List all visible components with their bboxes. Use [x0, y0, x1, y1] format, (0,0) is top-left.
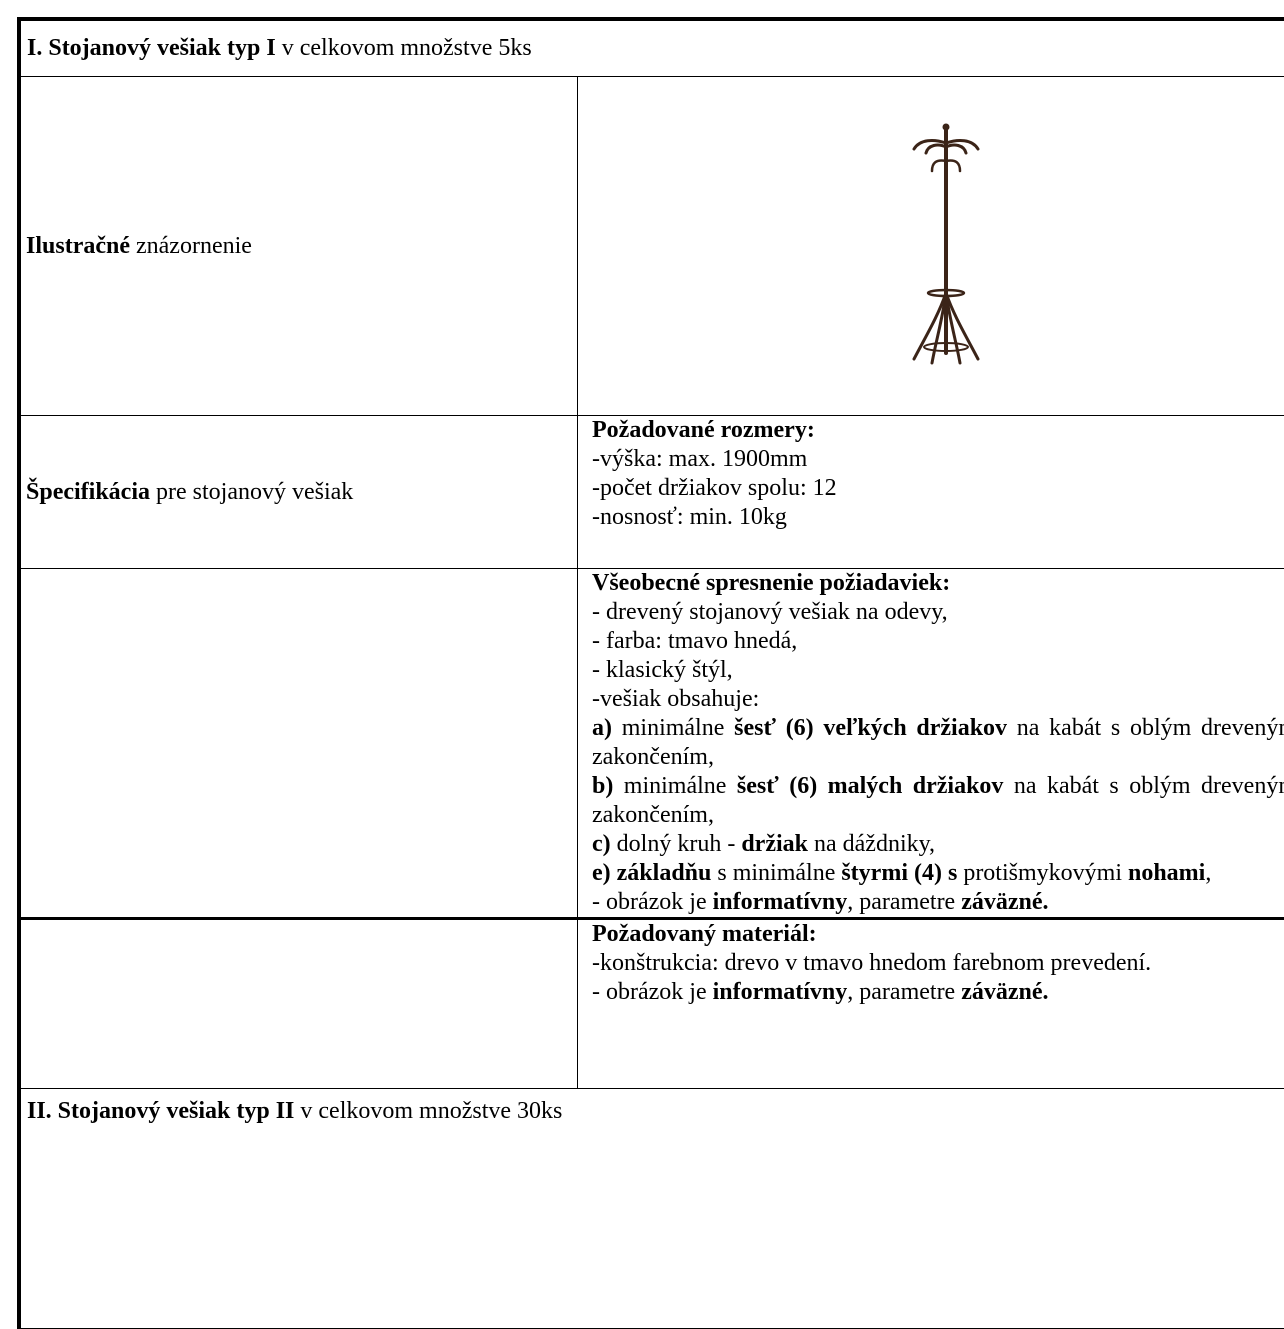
- paragraph: - farba: tmavo hnedá,: [592, 627, 1284, 656]
- page: I. Stojanový vešiak typ I v celkovom mno…: [0, 0, 1284, 1251]
- bold-text: nohami: [1128, 860, 1205, 886]
- paragraph: e) základňu s minimálne štyrmi (4) s pro…: [592, 859, 1284, 888]
- bold-text: c): [592, 831, 611, 857]
- bold-text: informatívny: [713, 979, 848, 1005]
- text: minimálne: [612, 715, 734, 741]
- label-cell: [21, 919, 578, 1089]
- label-cell: Ilustračné znázornenie: [21, 77, 578, 416]
- spec-row: Všeobecné spresnenie požiadaviek: - dreve…: [21, 569, 1284, 919]
- text: - farba: tmavo hnedá,: [592, 628, 797, 654]
- image-cell: [578, 77, 1284, 416]
- text: -nosnosť: min. 10kg: [592, 504, 787, 530]
- bold-text: držiak: [741, 831, 808, 857]
- spec-row: Požadovaný materiál: -konštrukcia: drevo …: [21, 919, 1284, 1089]
- label-cell: [21, 569, 578, 919]
- bold-text: štyrmi (4) s: [841, 860, 957, 886]
- content-cell: Požadované rozmery: -výška: max. 1900mm -p…: [578, 416, 1284, 569]
- paragraph: - klasický štýl,: [592, 656, 1284, 685]
- text: , parametre: [847, 889, 961, 915]
- table-body: I. Stojanový vešiak typ I v celkovom mno…: [21, 21, 1284, 1329]
- content-cell: Všeobecné spresnenie požiadaviek: - dreve…: [578, 569, 1284, 919]
- bold-text: záväzné.: [961, 889, 1048, 915]
- content-cell: Požadovaný materiál: -konštrukcia: drevo …: [578, 919, 1284, 1089]
- paragraph: -výška: max. 1900mm: [592, 445, 1284, 474]
- bold-text: II. Stojanový vešiak typ II: [27, 1098, 294, 1124]
- coat-rack-image: [906, 121, 986, 371]
- text: -konštrukcia: drevo v tmavo hnedom fareb…: [592, 950, 1151, 976]
- text: v celkovom množstve 5ks: [276, 35, 532, 61]
- paragraph: - obrázok je informatívny, parametre záv…: [592, 888, 1284, 917]
- text: pre stojanový vešiak: [150, 479, 353, 505]
- paragraph: -konštrukcia: drevo v tmavo hnedom fareb…: [592, 949, 1284, 978]
- paragraph: -vešiak obsahuje:: [592, 685, 1284, 714]
- text: , parametre: [847, 979, 961, 1005]
- bold-text: Všeobecné spresnenie požiadaviek:: [592, 570, 950, 596]
- paragraph: b) minimálne šesť (6) malých držiakov na…: [592, 772, 1284, 830]
- header-cell: I. Stojanový vešiak typ I v celkovom mno…: [21, 21, 1284, 77]
- paragraph: - obrázok je informatívny, parametre záv…: [592, 978, 1284, 1007]
- text: -výška: max. 1900mm: [592, 446, 807, 472]
- text: znázornenie: [130, 233, 252, 259]
- bold-text: informatívny: [713, 889, 848, 915]
- bold-text: e) základňu: [592, 860, 711, 886]
- text: -počet držiakov spolu: 12: [592, 475, 837, 501]
- header-row: I. Stojanový vešiak typ I v celkovom mno…: [21, 21, 1284, 77]
- bold-text: I. Stojanový vešiak typ I: [27, 35, 276, 61]
- text: protišmykovými: [957, 860, 1128, 886]
- paragraph: Požadovaný materiál:: [592, 920, 1284, 949]
- bold-text: b): [592, 773, 613, 799]
- paragraph: Požadované rozmery:: [592, 416, 1284, 445]
- paragraph: a) minimálne šesť (6) veľkých držiakov n…: [592, 714, 1284, 772]
- bold-text: Ilustračné: [26, 233, 130, 259]
- paragraph: c) dolný kruh - držiak na dáždniky,: [592, 830, 1284, 859]
- footer-cell: II. Stojanový vešiak typ II v celkovom m…: [21, 1089, 1284, 1329]
- bold-text: Požadovaný materiál:: [592, 921, 817, 947]
- label-cell: Špecifikácia pre stojanový vešiak: [21, 416, 578, 569]
- text: - obrázok je: [592, 979, 713, 1005]
- text: -vešiak obsahuje:: [592, 686, 759, 712]
- bold-text: Požadované rozmery:: [592, 417, 815, 443]
- text: - drevený stojanový vešiak na odevy,: [592, 599, 948, 625]
- text: na dáždniky,: [808, 831, 935, 857]
- paragraph: -nosnosť: min. 10kg: [592, 503, 1284, 532]
- paragraph: Všeobecné spresnenie požiadaviek:: [592, 569, 1284, 598]
- footer-row: II. Stojanový vešiak typ II v celkovom m…: [21, 1089, 1284, 1329]
- bold-text: šesť (6) veľkých držiakov: [734, 715, 1007, 741]
- paragraph: -počet držiakov spolu: 12: [592, 474, 1284, 503]
- text: s minimálne: [711, 860, 841, 886]
- spec-table: I. Stojanový vešiak typ I v celkovom mno…: [20, 20, 1284, 1329]
- paragraph: - drevený stojanový vešiak na odevy,: [592, 598, 1284, 627]
- text: - obrázok je: [592, 889, 713, 915]
- bold-text: Špecifikácia: [26, 479, 150, 505]
- text: minimálne: [613, 773, 737, 799]
- illustration-row: Ilustračné znázornenie: [21, 77, 1284, 416]
- text: ,: [1205, 860, 1211, 886]
- bold-text: záväzné.: [961, 979, 1048, 1005]
- text: - klasický štýl,: [592, 657, 733, 683]
- text: v celkovom množstve 30ks: [294, 1098, 562, 1124]
- bold-text: šesť (6) malých držiakov: [737, 773, 1004, 799]
- bold-text: a): [592, 715, 612, 741]
- document: I. Stojanový vešiak typ I v celkovom mno…: [17, 17, 1284, 1329]
- text: dolný kruh -: [611, 831, 742, 857]
